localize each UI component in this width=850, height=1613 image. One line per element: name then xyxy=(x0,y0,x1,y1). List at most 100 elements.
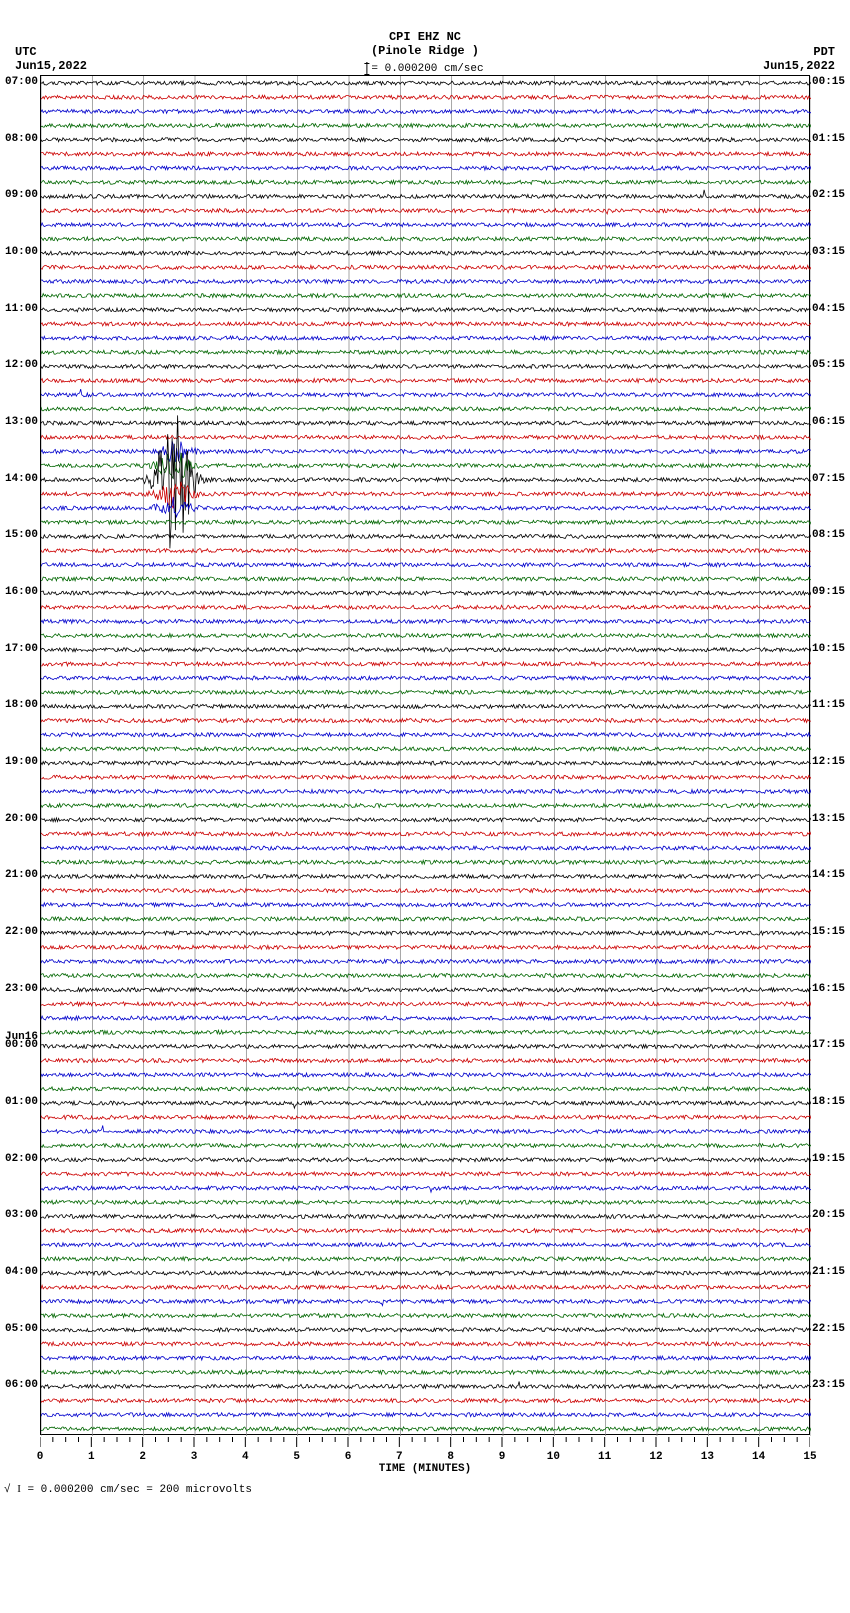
trace-row xyxy=(41,1314,811,1318)
right-hour-label: 16:15 xyxy=(812,983,845,995)
trace-row xyxy=(41,279,811,283)
trace-row xyxy=(41,294,811,298)
scale-bar-icon xyxy=(366,62,367,76)
trace-row xyxy=(41,1044,811,1048)
right-hour-label: 11:15 xyxy=(812,699,845,711)
trace-row xyxy=(41,931,811,935)
trace-row xyxy=(41,1115,811,1119)
trace-row xyxy=(41,974,811,978)
trace-row xyxy=(41,818,811,822)
trace-row xyxy=(41,1356,811,1360)
trace-row xyxy=(41,563,811,567)
x-tick-label: 5 xyxy=(293,1451,300,1463)
trace-row xyxy=(41,265,811,269)
trace-row xyxy=(41,577,811,581)
title-block: CPI EHZ NC (Pinole Ridge ) xyxy=(371,30,479,58)
scale-indicator: = 0.000200 cm/sec xyxy=(366,62,483,76)
station-line2: (Pinole Ridge ) xyxy=(371,44,479,58)
left-hour-label: 06:00 xyxy=(5,1379,38,1391)
trace-row xyxy=(41,1002,811,1006)
left-hour-label: 17:00 xyxy=(5,643,38,655)
left-hour-label: 19:00 xyxy=(5,756,38,768)
trace-row xyxy=(41,1243,811,1247)
x-tick-label: 14 xyxy=(752,1451,765,1463)
trace-row xyxy=(41,450,811,478)
trace-row xyxy=(41,415,811,548)
trace-row xyxy=(41,1101,811,1108)
trace-row xyxy=(41,237,811,241)
right-hour-label: 00:15 xyxy=(812,76,845,88)
trace-row xyxy=(41,846,811,850)
trace-row xyxy=(41,775,811,779)
right-hour-label: 05:15 xyxy=(812,359,845,371)
left-hour-label: 05:00 xyxy=(5,1323,38,1335)
trace-row xyxy=(41,350,811,354)
trace-row xyxy=(41,959,811,963)
x-tick-label: 7 xyxy=(396,1451,403,1463)
trace-row xyxy=(41,389,811,397)
trace-row xyxy=(41,1158,811,1162)
trace-row xyxy=(41,1016,811,1020)
left-hour-label: 10:00 xyxy=(5,246,38,258)
trace-row xyxy=(41,336,811,340)
trace-row xyxy=(41,1214,811,1218)
right-hour-label: 02:15 xyxy=(812,189,845,201)
trace-row xyxy=(41,832,811,836)
left-hour-label: 21:00 xyxy=(5,869,38,881)
right-hour-label: 23:15 xyxy=(812,1379,845,1391)
trace-row xyxy=(41,662,811,666)
trace-row xyxy=(41,945,811,949)
right-hour-label: 14:15 xyxy=(812,869,845,881)
left-hour-label: 23:00 xyxy=(5,983,38,995)
x-tick-label: 13 xyxy=(701,1451,714,1463)
right-hour-label: 10:15 xyxy=(812,643,845,655)
trace-row xyxy=(41,180,811,184)
trace-row xyxy=(41,648,811,652)
left-hour-label: 20:00 xyxy=(5,813,38,825)
right-hour-label: 09:15 xyxy=(812,586,845,598)
left-hour-label: 08:00 xyxy=(5,133,38,145)
trace-row xyxy=(41,497,811,517)
trace-row xyxy=(41,435,811,439)
x-tick-label: 11 xyxy=(598,1451,611,1463)
trace-row xyxy=(41,634,811,638)
trace-row xyxy=(41,1257,811,1261)
x-tick-label: 6 xyxy=(345,1451,352,1463)
right-hour-label: 01:15 xyxy=(812,133,845,145)
right-hour-label: 22:15 xyxy=(812,1323,845,1335)
trace-row xyxy=(41,591,811,595)
trace-row xyxy=(41,534,811,538)
seismogram-svg xyxy=(41,76,811,1436)
right-hour-label: 15:15 xyxy=(812,926,845,938)
x-tick-label: 3 xyxy=(191,1451,198,1463)
trace-row xyxy=(41,95,811,99)
trace-row xyxy=(41,223,811,227)
trace-row xyxy=(41,1427,811,1431)
trace-row xyxy=(41,789,811,793)
right-hour-label: 19:15 xyxy=(812,1153,845,1165)
trace-row xyxy=(41,1399,811,1403)
trace-row xyxy=(41,152,811,156)
trace-row xyxy=(41,733,811,737)
left-hour-label: 04:00 xyxy=(5,1266,38,1278)
trace-row xyxy=(41,549,811,553)
pdt-date: Jun15,2022 xyxy=(763,59,835,73)
seismogram-plot xyxy=(40,75,810,1435)
trace-row xyxy=(41,124,811,128)
trace-row xyxy=(41,690,811,694)
pdt-block: PDT Jun15,2022 xyxy=(763,45,835,73)
trace-row xyxy=(41,1382,811,1389)
utc-block: UTC Jun15,2022 xyxy=(15,45,87,73)
left-hour-labels: 07:0008:0009:0010:0011:0012:0013:0014:00… xyxy=(0,75,38,1435)
trace-row xyxy=(41,860,811,864)
trace-row xyxy=(41,1285,811,1289)
left-hour-label: 11:00 xyxy=(5,303,38,315)
left-hour-label: 12:00 xyxy=(5,359,38,371)
right-hour-label: 12:15 xyxy=(812,756,845,768)
left-hour-label: 02:00 xyxy=(5,1153,38,1165)
scale-text: = 0.000200 cm/sec xyxy=(371,63,483,75)
trace-row xyxy=(41,308,811,312)
trace-row xyxy=(41,1200,811,1204)
trace-row xyxy=(41,1126,811,1134)
trace-row xyxy=(41,1229,811,1233)
